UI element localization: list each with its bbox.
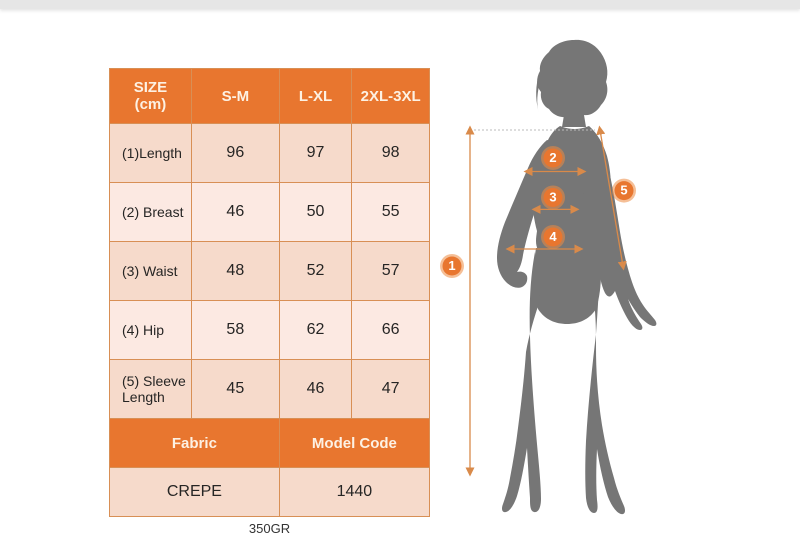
svg-text:5: 5 (620, 183, 627, 198)
svg-text:2: 2 (549, 150, 556, 165)
svg-text:4: 4 (549, 229, 557, 244)
svg-text:1: 1 (448, 258, 455, 273)
svg-text:3: 3 (549, 190, 556, 205)
